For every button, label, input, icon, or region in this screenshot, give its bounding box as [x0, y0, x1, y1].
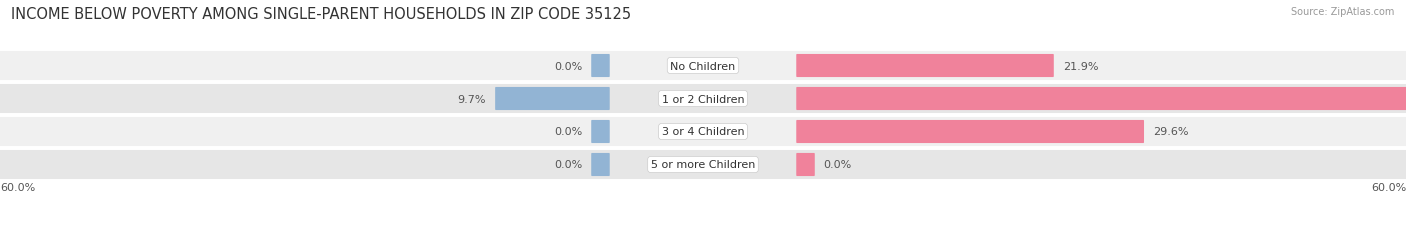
Text: 21.9%: 21.9%: [1063, 61, 1098, 71]
FancyBboxPatch shape: [796, 153, 815, 176]
Text: 1 or 2 Children: 1 or 2 Children: [662, 94, 744, 104]
FancyBboxPatch shape: [495, 88, 610, 111]
Text: 5 or more Children: 5 or more Children: [651, 160, 755, 170]
Text: 3 or 4 Children: 3 or 4 Children: [662, 127, 744, 137]
Text: No Children: No Children: [671, 61, 735, 71]
Text: 0.0%: 0.0%: [824, 160, 852, 170]
FancyBboxPatch shape: [0, 52, 1406, 81]
FancyBboxPatch shape: [591, 120, 610, 143]
FancyBboxPatch shape: [796, 88, 1406, 111]
Text: 0.0%: 0.0%: [554, 160, 582, 170]
FancyBboxPatch shape: [0, 150, 1406, 179]
Text: 60.0%: 60.0%: [0, 182, 35, 192]
Text: 60.0%: 60.0%: [1371, 182, 1406, 192]
Text: 0.0%: 0.0%: [554, 127, 582, 137]
Text: 29.6%: 29.6%: [1153, 127, 1188, 137]
FancyBboxPatch shape: [796, 120, 1144, 143]
Text: 9.7%: 9.7%: [458, 94, 486, 104]
Text: Source: ZipAtlas.com: Source: ZipAtlas.com: [1291, 7, 1395, 17]
FancyBboxPatch shape: [0, 85, 1406, 113]
FancyBboxPatch shape: [796, 55, 1054, 78]
Text: 0.0%: 0.0%: [554, 61, 582, 71]
Text: INCOME BELOW POVERTY AMONG SINGLE-PARENT HOUSEHOLDS IN ZIP CODE 35125: INCOME BELOW POVERTY AMONG SINGLE-PARENT…: [11, 7, 631, 22]
FancyBboxPatch shape: [591, 153, 610, 176]
FancyBboxPatch shape: [0, 118, 1406, 146]
FancyBboxPatch shape: [591, 55, 610, 78]
